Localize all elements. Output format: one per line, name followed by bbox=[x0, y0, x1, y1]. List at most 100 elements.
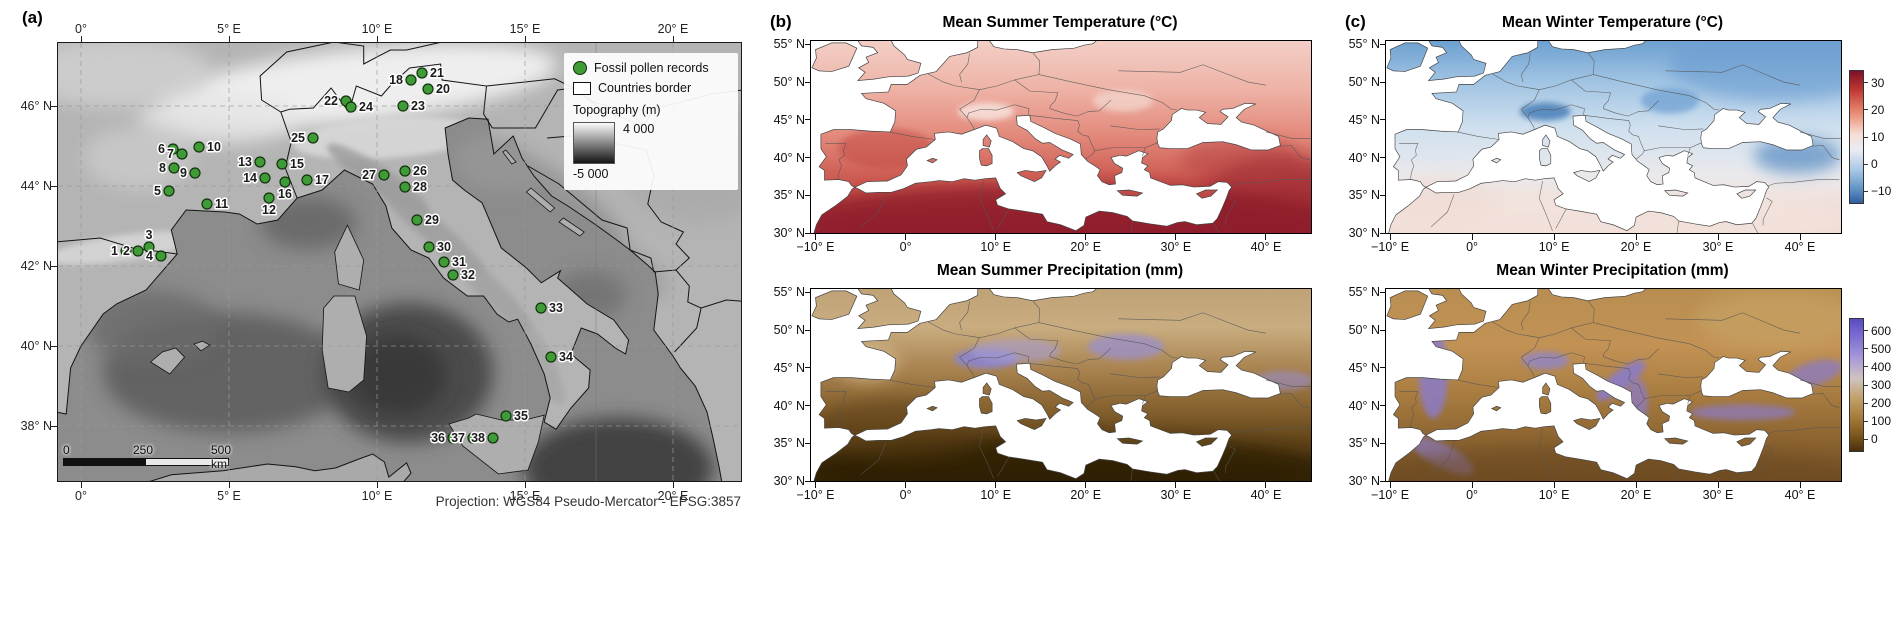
pollen-site-marker bbox=[168, 162, 180, 174]
lon-tick-mark bbox=[1085, 481, 1087, 488]
lon-tick-label: 10° E bbox=[1538, 488, 1570, 502]
lon-tick-label: 0° bbox=[899, 488, 912, 502]
lon-tick-mark bbox=[1175, 481, 1177, 488]
pollen-site-marker bbox=[132, 245, 144, 257]
pollen-marker-icon bbox=[573, 61, 587, 75]
lat-tick-mark bbox=[805, 157, 811, 159]
pollen-site-number: 9 bbox=[180, 166, 187, 180]
pollen-site-number: 8 bbox=[159, 161, 166, 175]
lat-tick-mark bbox=[805, 367, 811, 369]
pollen-site-number: 15 bbox=[290, 157, 304, 171]
pollen-site-number: 29 bbox=[425, 213, 439, 227]
colorbar-tick-mark bbox=[1863, 438, 1868, 440]
lon-tick-label-bottom: 15° E bbox=[509, 489, 541, 503]
lat-tick-mark bbox=[51, 346, 58, 347]
map-winter-temperature: 55° N 50° N 45° N 40° N 35° N 30° N −10° E 0° 10… bbox=[1349, 37, 1842, 254]
lat-tick-label: 35° N bbox=[1348, 436, 1380, 451]
legend-pollen-label: Fossil pollen records bbox=[594, 61, 709, 75]
panel-a-label: (a) bbox=[22, 8, 43, 27]
pollen-site-marker bbox=[254, 156, 266, 168]
lon-tick-label-bottom: 5° E bbox=[217, 489, 241, 503]
lon-tick-mark-bottom bbox=[525, 481, 526, 488]
climate-map-canvas bbox=[1386, 289, 1841, 481]
lon-tick-label: 10° E bbox=[1538, 240, 1570, 254]
pollen-site-marker bbox=[176, 148, 188, 160]
pollen-site-marker bbox=[279, 176, 291, 188]
lat-tick-label: 40° N bbox=[20, 339, 52, 353]
pollen-site-number: 7 bbox=[167, 147, 174, 161]
lon-tick-mark bbox=[1553, 233, 1555, 240]
pollen-site-number: 33 bbox=[549, 301, 563, 315]
lon-tick-label: −10° E bbox=[1371, 488, 1410, 502]
title-winter-precipitation: Mean Winter Precipitation (mm) bbox=[1496, 262, 1729, 279]
legend-item-borders: Countries border bbox=[573, 81, 729, 95]
lat-tick-mark bbox=[51, 426, 58, 427]
pollen-site-number: 17 bbox=[315, 173, 329, 187]
legend-borders-label: Countries border bbox=[598, 81, 692, 95]
lon-tick-mark-top bbox=[673, 36, 674, 43]
scale-bar-rule bbox=[63, 458, 229, 466]
lat-tick-mark bbox=[51, 106, 58, 107]
colorbar-tick-label: 10 bbox=[1871, 130, 1885, 144]
map-winter-precipitation: 55° N 50° N 45° N 40° N 35° N 30° N −10° E 0° 10… bbox=[1349, 285, 1842, 502]
lon-tick-label: 30° E bbox=[1160, 240, 1192, 254]
pollen-site-marker bbox=[423, 241, 435, 253]
colorbar-tick-mark bbox=[1863, 366, 1868, 368]
colorbar-tick-label: 30 bbox=[1871, 75, 1885, 90]
lon-tick-mark bbox=[1471, 481, 1473, 488]
legend-item-pollen: Fossil pollen records bbox=[573, 61, 729, 75]
pollen-site-number: 22 bbox=[324, 94, 338, 108]
lat-tick-mark bbox=[805, 81, 811, 83]
lon-tick-label: 40° E bbox=[1250, 488, 1282, 502]
pollen-site-marker bbox=[378, 169, 390, 181]
pollen-site-marker bbox=[263, 192, 275, 204]
lat-tick-mark bbox=[805, 43, 811, 45]
panel-b-label: (b) bbox=[770, 12, 792, 31]
pollen-site-number: 10 bbox=[207, 140, 221, 154]
lat-tick-label: 55° N bbox=[1348, 285, 1380, 300]
pollen-site-number: 3 bbox=[146, 228, 153, 242]
lon-tick-label-bottom: 0° bbox=[75, 489, 87, 503]
lat-tick-mark bbox=[805, 480, 811, 482]
legend-topography-scale: 4 000 bbox=[573, 122, 729, 164]
lon-tick-mark-bottom bbox=[81, 481, 82, 488]
lat-tick-label: 45° N bbox=[773, 112, 805, 127]
lon-tick-mark bbox=[1553, 481, 1555, 488]
pollen-site-marker bbox=[163, 185, 175, 197]
colorbar-tick-label: −10 bbox=[1871, 184, 1892, 199]
topography-min-label: -5 000 bbox=[573, 167, 609, 181]
colorbar-tick-mark bbox=[1863, 348, 1868, 350]
pollen-site-marker bbox=[345, 101, 357, 113]
title-winter-temperature: Mean Winter Temperature (°C) bbox=[1501, 14, 1724, 31]
pollen-site-number: 35 bbox=[514, 409, 528, 423]
colorbar-winter-precipitation: 600 500 400 300 200 100 0 bbox=[1849, 318, 1891, 452]
pollen-site-marker bbox=[201, 198, 213, 210]
pollen-site-marker bbox=[193, 141, 205, 153]
map-legend: Fossil pollen records Countries border T… bbox=[564, 53, 738, 190]
lat-tick-mark bbox=[1380, 194, 1386, 196]
lat-tick-mark bbox=[1380, 43, 1386, 45]
colorbar-winter-temperature: 30 20 10 0 −10 bbox=[1849, 70, 1891, 204]
lat-tick-label: 50° N bbox=[773, 75, 805, 90]
lat-tick-mark bbox=[805, 442, 811, 444]
lat-tick-mark bbox=[1380, 291, 1386, 293]
lat-tick-mark bbox=[805, 194, 811, 196]
lon-tick-mark bbox=[815, 233, 816, 240]
pollen-site-number: 4 bbox=[146, 249, 153, 263]
pollen-site-number: 30 bbox=[437, 240, 451, 254]
pollen-site-marker bbox=[189, 167, 201, 179]
lat-tick-label: 30° N bbox=[1348, 226, 1380, 240]
lon-tick-label: 40° E bbox=[1250, 240, 1282, 254]
pollen-site-number: 26 bbox=[413, 164, 427, 178]
pollen-site-marker bbox=[535, 302, 547, 314]
lon-tick-mark-top bbox=[229, 36, 230, 43]
pollen-site-marker bbox=[422, 83, 434, 95]
lon-tick-label: 40° E bbox=[1784, 488, 1816, 502]
pollen-site-marker bbox=[411, 214, 423, 226]
lat-tick-label: 44° N bbox=[20, 179, 52, 193]
lat-tick-label: 38° N bbox=[20, 419, 52, 433]
lat-tick-label: 40° N bbox=[773, 398, 805, 413]
topography-gradient-swatch bbox=[573, 122, 615, 164]
lon-tick-label-bottom: 20° E bbox=[657, 489, 689, 503]
pollen-site-number: 23 bbox=[411, 99, 425, 113]
